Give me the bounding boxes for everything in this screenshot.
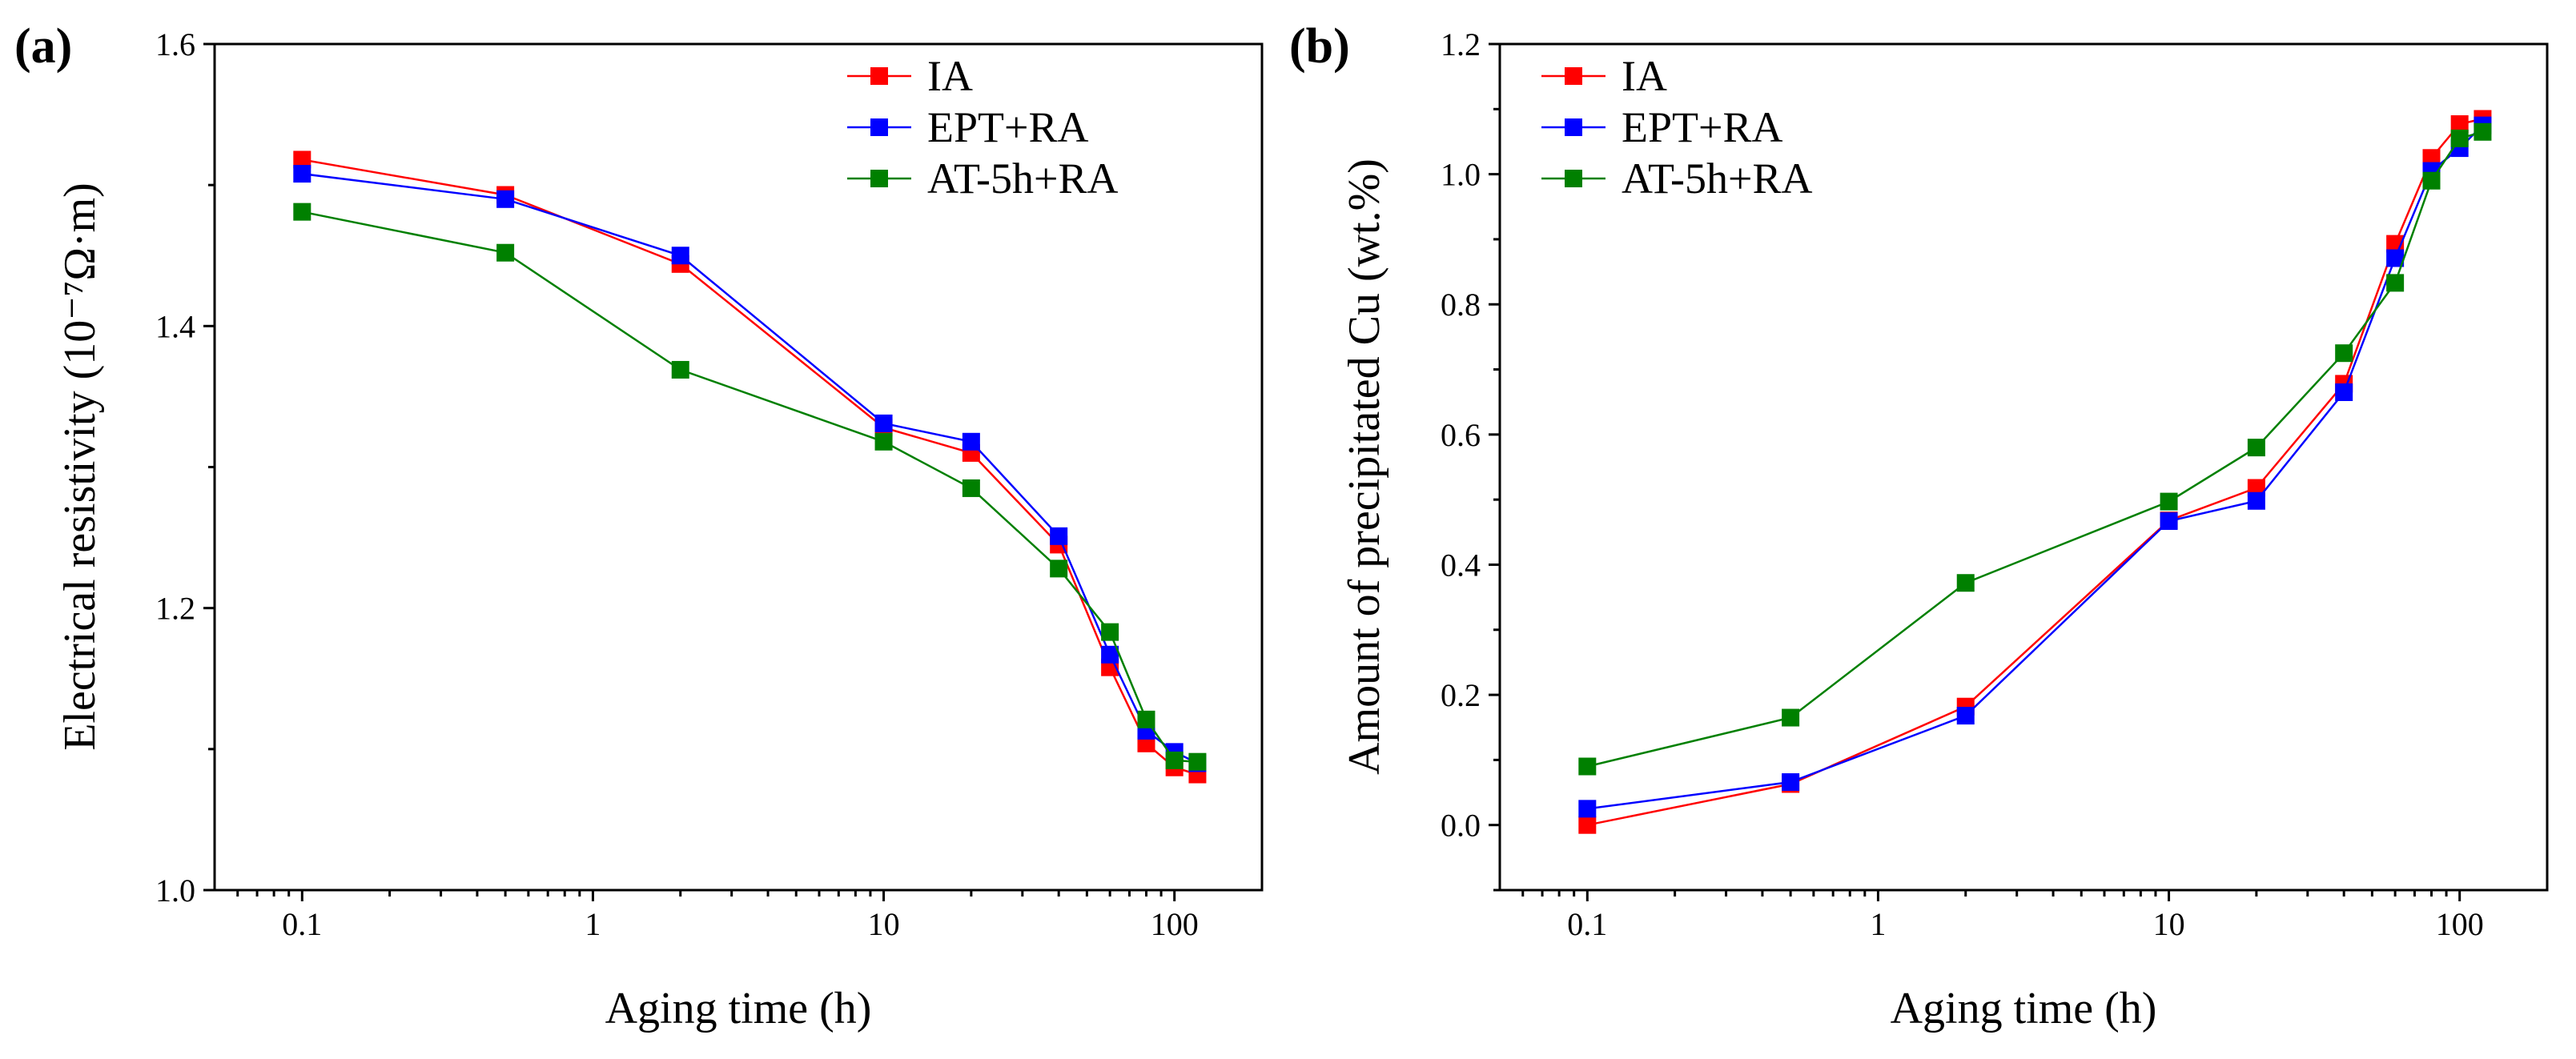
panel-a-series-0-point-0 — [293, 150, 311, 169]
panel-a-y-axis-title: Electrical resistivity (10⁻⁷Ω·m) — [55, 183, 105, 751]
panel-a-legend-marker-1 — [870, 118, 888, 136]
panel-b-series-2-point-2 — [1956, 574, 1975, 592]
panel-a-legend-label-0: IA — [927, 52, 973, 100]
panel-b-series-2-point-6 — [2386, 274, 2405, 292]
panel-b-y-axis-title: Amount of precipitated Cu (wt.%) — [1340, 158, 1389, 775]
panel-b-x-axis-title: Aging time (h) — [1891, 984, 2157, 1033]
panel-b-y-ticks: 0.0 0.2 0.4 0.6 0.8 1.0 1.2 — [1441, 26, 1500, 892]
panel-a-series-1-point-4 — [962, 432, 980, 451]
panel-a-label: (a) — [14, 19, 72, 74]
panel-b-series-2-point-1 — [1782, 708, 1800, 727]
panel-a-series-line-0 — [302, 158, 1198, 776]
panel-b-series-line-2 — [1587, 130, 2483, 768]
panel-a-x-tick-label-2: 10 — [868, 906, 900, 942]
panel-a-series-1-point-1 — [496, 190, 515, 208]
panel-a-series-1-point-5 — [1050, 527, 1068, 545]
panel-a-legend-marker-2 — [870, 170, 888, 187]
panel-b: (b) 0.1 1 10 100 0.0 0.2 0.4 0.6 0.8 1.0 1.2 Agin… — [1289, 19, 2549, 1033]
panel-b-series-2-point-4 — [2247, 439, 2265, 457]
panel-b-legend-marker-1 — [1565, 118, 1582, 136]
panel-a-series-1-point-3 — [874, 414, 893, 432]
panel-a-legend-label-1: EPT+RA — [927, 103, 1088, 151]
panel-b-legend-label-1: EPT+RA — [1622, 103, 1782, 151]
panel-b-series-2-point-8 — [2450, 129, 2469, 147]
panel-b-legend-label-2: AT-5h+RA — [1622, 154, 1813, 203]
panel-a-series — [293, 150, 1207, 784]
panel-b-legend-marker-0 — [1565, 67, 1582, 85]
panel-a-series-2-point-0 — [293, 203, 311, 221]
panel-a-y-tick-label-3: 1.6 — [155, 26, 195, 62]
panel-a-x-tick-label-0: 0.1 — [282, 906, 322, 942]
panel-a-legend-marker-0 — [870, 67, 888, 85]
panel-a-x-ticks: 0.1 1 10 100 — [236, 890, 1199, 942]
panel-b-series-1-point-3 — [2160, 511, 2178, 530]
panel-a-series-1-point-0 — [293, 165, 311, 183]
panel-b-plot-frame — [1498, 42, 2549, 892]
panel-b-series-0-point-8 — [2450, 115, 2469, 134]
panel-a-y-tick-label-2: 1.4 — [155, 308, 195, 344]
panel-b-x-tick-label-1: 1 — [1870, 906, 1886, 942]
panel-b-y-tick-label-0: 0.0 — [1441, 808, 1481, 844]
panel-b-series-2-point-9 — [2474, 122, 2492, 141]
panel-a-series-2-point-8 — [1165, 751, 1184, 769]
panel-b-x-tick-label-0: 0.1 — [1567, 906, 1607, 942]
panel-b-legend-marker-2 — [1565, 170, 1582, 187]
panel-a-series-2-point-7 — [1137, 710, 1155, 728]
panel-a-series-line-1 — [302, 172, 1198, 764]
panel-a-series-2-point-2 — [671, 360, 689, 379]
panel-b-x-ticks: 0.1 1 10 100 — [1521, 890, 2484, 942]
panel-a-x-tick-label-3: 100 — [1151, 906, 1199, 942]
panel-b-series — [1578, 110, 2492, 834]
panel-b-y-tick-label-4: 0.8 — [1441, 287, 1481, 323]
panel-a-legend-label-2: AT-5h+RA — [927, 154, 1119, 203]
panel-a-series-2-point-9 — [1188, 752, 1207, 771]
panel-b-series-line-1 — [1587, 124, 2484, 810]
panel-b-series-2-point-0 — [1578, 757, 1597, 776]
panel-a-x-tick-label-1: 1 — [585, 906, 601, 942]
panel-a-series-2-point-5 — [1050, 560, 1068, 578]
panel-b-x-tick-label-2: 10 — [2153, 906, 2185, 942]
panel-a-series-2-point-6 — [1101, 623, 1119, 641]
panel-b-series-1-point-1 — [1782, 773, 1800, 792]
panel-b-y-tick-label-1: 0.2 — [1441, 677, 1481, 713]
panel-b-y-tick-label-3: 0.6 — [1441, 417, 1481, 453]
panel-a-series-2-point-4 — [962, 479, 980, 497]
panel-b-label: (b) — [1289, 19, 1350, 74]
panel-a-y-tick-label-1: 1.2 — [155, 591, 195, 627]
panel-a-series-2-point-1 — [496, 243, 515, 262]
panel-b-series-0-point-0 — [1578, 816, 1597, 834]
panel-a-series-line-2 — [302, 211, 1198, 763]
panel-a: (a) 0.1 1 10 100 1.0 1.2 1.4 1.6 Aging time (h… — [14, 19, 1264, 1033]
panel-b-series-2-point-5 — [2335, 344, 2353, 363]
panel-b-series-1-point-6 — [2386, 249, 2405, 267]
panel-b-series-2-point-7 — [2422, 171, 2441, 190]
panel-a-x-axis-title: Aging time (h) — [605, 984, 872, 1033]
panel-b-series-1-point-0 — [1578, 800, 1597, 818]
panel-b-x-tick-label-3: 100 — [2436, 906, 2484, 942]
panel-a-y-ticks: 1.0 1.2 1.4 1.6 — [155, 26, 215, 909]
panel-b-y-tick-label-2: 0.4 — [1441, 547, 1481, 583]
panel-b-series-2-point-3 — [2160, 492, 2178, 511]
panel-b-series-1-point-5 — [2335, 383, 2353, 401]
panel-a-y-tick-label-0: 1.0 — [155, 872, 195, 909]
panel-a-series-1-point-2 — [671, 247, 689, 265]
panel-a-series-2-point-3 — [874, 432, 893, 451]
panel-b-y-tick-label-6: 1.2 — [1441, 26, 1481, 62]
panel-a-series-1-point-6 — [1101, 645, 1119, 664]
panel-b-series-1-point-2 — [1956, 707, 1975, 725]
panel-b-series-line-0 — [1587, 118, 2483, 826]
panel-b-legend-label-0: IA — [1622, 52, 1667, 100]
panel-b-y-tick-label-5: 1.0 — [1441, 157, 1481, 193]
panel-b-series-1-point-4 — [2247, 491, 2265, 510]
